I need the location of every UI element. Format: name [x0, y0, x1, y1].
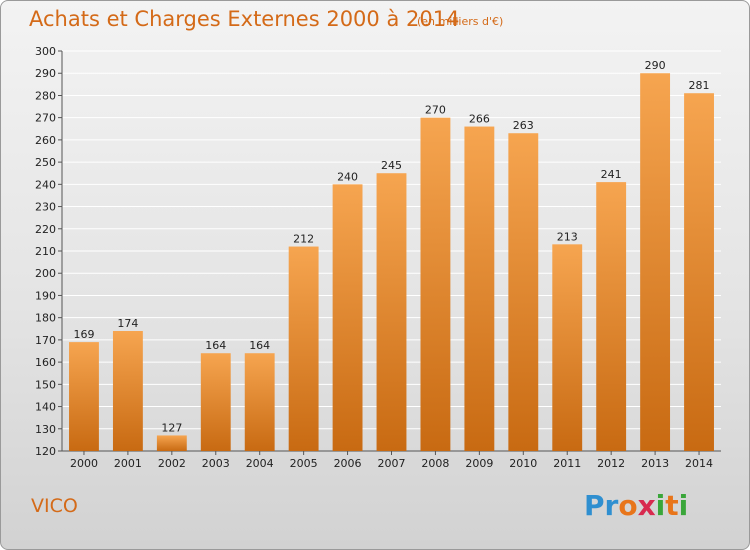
logo-letter: r — [604, 489, 619, 522]
x-tick-label: 2005 — [290, 457, 318, 470]
bar — [596, 182, 627, 451]
y-tick-label: 290 — [35, 67, 56, 80]
data-label: 240 — [337, 170, 358, 183]
bar — [244, 353, 275, 451]
data-label: 164 — [205, 339, 226, 352]
bar — [332, 184, 363, 452]
x-tick-label: 2003 — [202, 457, 230, 470]
commune-name: VICO — [31, 495, 78, 517]
y-tick-label: 270 — [35, 112, 56, 125]
y-tick-label: 150 — [35, 378, 56, 391]
bar — [420, 117, 451, 452]
y-tick-label: 120 — [35, 445, 56, 458]
logo-letter: x — [637, 489, 656, 522]
y-tick-label: 180 — [35, 312, 56, 325]
y-tick-label: 230 — [35, 201, 56, 214]
x-tick-label: 2009 — [465, 457, 493, 470]
y-tick-label: 160 — [35, 356, 56, 369]
data-label: 169 — [73, 328, 94, 341]
data-label: 241 — [601, 168, 622, 181]
y-tick-label: 210 — [35, 245, 56, 258]
x-tick-label: 2013 — [641, 457, 669, 470]
data-label: 212 — [293, 233, 314, 246]
data-label: 164 — [249, 339, 270, 352]
logo-letter: i — [678, 489, 689, 522]
data-label: 245 — [381, 159, 402, 172]
bar — [112, 331, 143, 451]
y-tick-label: 280 — [35, 89, 56, 102]
x-tick-label: 2010 — [509, 457, 537, 470]
bar — [156, 435, 187, 451]
data-label: 263 — [513, 119, 534, 132]
bar — [464, 126, 495, 452]
proxiti-logo: Proxiti — [584, 489, 688, 522]
bar — [376, 173, 407, 451]
data-label: 127 — [161, 421, 182, 434]
x-tick-label: 2002 — [158, 457, 186, 470]
y-tick-label: 170 — [35, 334, 56, 347]
bar — [288, 246, 319, 451]
bar — [200, 353, 231, 451]
y-tick-label: 190 — [35, 289, 56, 302]
labels: 169 174 127 164 164 212 240 245 270 266 263 213 241 2… — [73, 59, 709, 434]
bars — [69, 73, 714, 452]
x-tick-label: 2011 — [553, 457, 581, 470]
x-tick-label: 2000 — [70, 457, 98, 470]
logo-letter: P — [584, 489, 605, 522]
y-tick-label: 240 — [35, 178, 56, 191]
data-label: 213 — [557, 230, 578, 243]
y-tick-label: 250 — [35, 156, 56, 169]
x-tick-label: 2012 — [597, 457, 625, 470]
x-tick-label: 2006 — [334, 457, 362, 470]
y-tick-label: 130 — [35, 423, 56, 436]
x-tick-label: 2001 — [114, 457, 142, 470]
bar — [552, 244, 583, 451]
bar — [69, 342, 99, 451]
logo-letter: i — [655, 489, 666, 522]
data-label: 174 — [117, 317, 138, 330]
y-tick-label: 140 — [35, 401, 56, 414]
bar — [508, 133, 539, 451]
axes: 120 130 140 150 160 170 180 190 200 210 220 230 240 2… — [35, 45, 721, 470]
data-label: 270 — [425, 104, 446, 117]
data-label: 281 — [689, 79, 710, 92]
x-tick-label: 2014 — [685, 457, 713, 470]
bar — [640, 73, 671, 451]
x-tick-label: 2004 — [246, 457, 274, 470]
chart-subtitle: (en milliers d'€) — [417, 15, 504, 28]
x-tick-label: 2007 — [378, 457, 406, 470]
y-tick-label: 260 — [35, 134, 56, 147]
y-tick-label: 200 — [35, 267, 56, 280]
logo-letter: o — [618, 489, 638, 522]
data-label: 290 — [645, 59, 666, 72]
x-tick-label: 2008 — [421, 457, 449, 470]
data-label: 266 — [469, 113, 490, 126]
bar — [684, 93, 714, 451]
logo-letter: t — [665, 489, 679, 522]
chart-title: Achats et Charges Externes 2000 à 2014 — [29, 7, 460, 31]
y-tick-label: 220 — [35, 223, 56, 236]
y-tick-label: 300 — [35, 45, 56, 58]
